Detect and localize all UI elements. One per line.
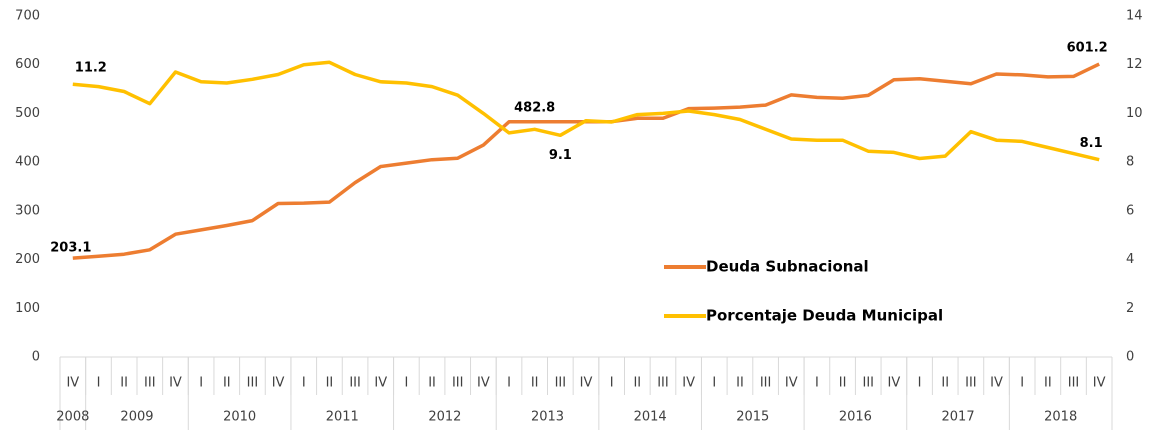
y-tick-label: 0 bbox=[32, 350, 40, 365]
x-tick-label: II bbox=[223, 376, 231, 391]
x-tick-label: IV bbox=[580, 376, 593, 391]
x-group-label: 2009 bbox=[120, 410, 153, 425]
y2-tick-label: 14 bbox=[1126, 9, 1143, 24]
x-tick-label: III bbox=[657, 376, 669, 391]
x-tick-label: III bbox=[862, 376, 874, 391]
data-label: 203.1 bbox=[50, 241, 91, 256]
x-tick-label: IV bbox=[1093, 376, 1106, 391]
x-tick-label: III bbox=[144, 376, 156, 391]
y2-tick-label: 0 bbox=[1126, 350, 1134, 365]
y2-tick-label: 4 bbox=[1126, 252, 1134, 267]
x-tick-label: II bbox=[941, 376, 949, 391]
x-tick-label: III bbox=[349, 376, 361, 391]
x-tick-label: II bbox=[531, 376, 539, 391]
legend-label: Porcentaje Deuda Municipal bbox=[706, 307, 943, 325]
x-tick-label: III bbox=[760, 376, 772, 391]
x-tick-label: I bbox=[199, 376, 203, 391]
series-line bbox=[72, 62, 1100, 260]
x-tick-label: IV bbox=[374, 376, 387, 391]
x-tick-label: II bbox=[736, 376, 744, 391]
x-tick-label: III bbox=[452, 376, 464, 391]
x-tick-label: I bbox=[712, 376, 716, 391]
y-tick-label: 500 bbox=[15, 106, 40, 121]
x-tick-label: IV bbox=[272, 376, 285, 391]
x-tick-label: I bbox=[302, 376, 306, 391]
x-tick-label: II bbox=[839, 376, 847, 391]
y-tick-label: 600 bbox=[15, 57, 40, 72]
x-tick-label: IV bbox=[66, 376, 79, 391]
x-tick-label: I bbox=[918, 376, 922, 391]
y-tick-label: 400 bbox=[15, 155, 40, 170]
x-tick-label: IV bbox=[682, 376, 695, 391]
x-tick-label: I bbox=[97, 376, 101, 391]
y-tick-label: 300 bbox=[15, 203, 40, 218]
data-label: 601.2 bbox=[1067, 41, 1108, 56]
data-label: 11.2 bbox=[75, 61, 107, 76]
x-group-label: 2011 bbox=[326, 410, 359, 425]
x-group-label: 2013 bbox=[531, 410, 564, 425]
x-group-label: 2016 bbox=[839, 410, 872, 425]
x-tick-label: IV bbox=[169, 376, 182, 391]
x-group-label: 2017 bbox=[942, 410, 975, 425]
x-tick-label: II bbox=[326, 376, 334, 391]
legend-label: Deuda Subnacional bbox=[706, 258, 869, 276]
x-tick-label: I bbox=[1020, 376, 1024, 391]
x-group-label: 2012 bbox=[428, 410, 461, 425]
x-group-label: 2015 bbox=[736, 410, 769, 425]
data-label: 9.1 bbox=[549, 148, 572, 163]
data-label: 482.8 bbox=[514, 100, 555, 115]
y2-tick-label: 12 bbox=[1126, 57, 1143, 72]
x-tick-label: II bbox=[1044, 376, 1052, 391]
x-tick-label: IV bbox=[785, 376, 798, 391]
x-tick-label: I bbox=[610, 376, 614, 391]
y2-tick-label: 8 bbox=[1126, 155, 1134, 170]
x-tick-label: III bbox=[1068, 376, 1080, 391]
x-tick-label: III bbox=[555, 376, 567, 391]
x-group-label: 2008 bbox=[56, 410, 89, 425]
x-tick-label: I bbox=[815, 376, 819, 391]
x-tick-label: II bbox=[428, 376, 436, 391]
data-label: 8.1 bbox=[1080, 136, 1103, 151]
x-tick-label: I bbox=[507, 376, 511, 391]
y-tick-label: 100 bbox=[15, 301, 40, 316]
x-group-label: 2018 bbox=[1044, 410, 1077, 425]
x-tick-label: IV bbox=[477, 376, 490, 391]
x-group-label: 2014 bbox=[634, 410, 667, 425]
y-tick-label: 700 bbox=[15, 9, 40, 24]
x-tick-label: III bbox=[247, 376, 259, 391]
x-tick-label: II bbox=[120, 376, 128, 391]
series-line bbox=[72, 60, 1100, 162]
x-tick-label: III bbox=[965, 376, 977, 391]
y-tick-label: 200 bbox=[15, 252, 40, 267]
x-tick-label: IV bbox=[990, 376, 1003, 391]
y2-tick-label: 2 bbox=[1126, 301, 1134, 316]
x-group-label: 2010 bbox=[223, 410, 256, 425]
x-tick-label: IV bbox=[888, 376, 901, 391]
y2-tick-label: 10 bbox=[1126, 106, 1143, 121]
x-tick-label: I bbox=[404, 376, 408, 391]
x-tick-label: II bbox=[633, 376, 641, 391]
y2-tick-label: 6 bbox=[1126, 203, 1134, 218]
